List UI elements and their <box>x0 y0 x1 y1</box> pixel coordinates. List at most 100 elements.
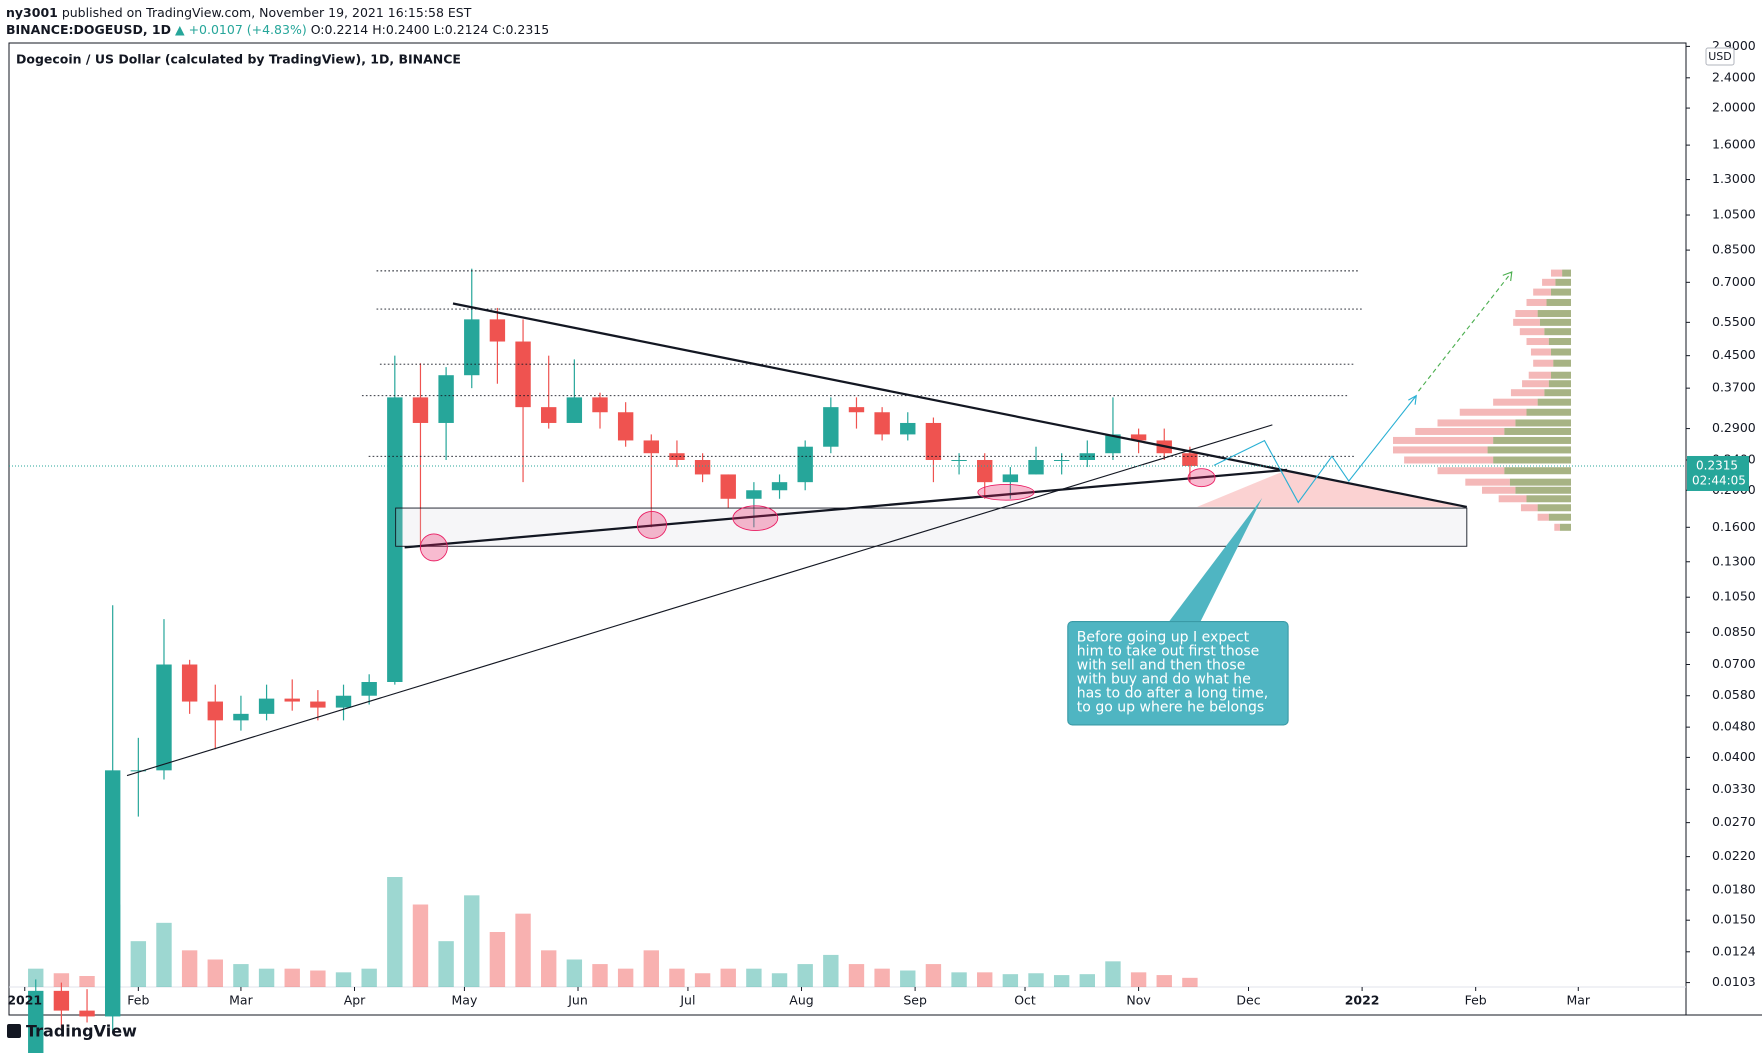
volume-bar <box>335 972 352 987</box>
brand: TradingView <box>26 1022 137 1041</box>
symbol: BINANCE:DOGEUSD, 1D <box>6 22 171 37</box>
candle-body <box>643 440 659 454</box>
x-tick-label: Oct <box>1014 993 1036 1008</box>
volume-bar <box>951 972 967 987</box>
profile-sell <box>1404 456 1494 464</box>
volume-bar <box>412 904 429 987</box>
candle-body <box>156 664 172 771</box>
support-zone <box>395 507 1468 547</box>
profile-buy <box>1537 310 1571 318</box>
profile-sell <box>1530 348 1551 356</box>
volume-bar <box>1053 975 1070 987</box>
volume-bar <box>156 922 172 987</box>
y-tick-label: 0.1300 <box>1712 553 1756 568</box>
profile-buy <box>1544 389 1571 397</box>
profile-buy <box>1548 338 1571 346</box>
profile-sell <box>1393 436 1494 444</box>
callout-line: him to take out first those <box>1077 643 1260 659</box>
profile-buy <box>1526 408 1571 416</box>
candle-body <box>925 422 942 460</box>
profile-sell <box>1542 278 1556 286</box>
x-tick-label: Mar <box>229 993 253 1008</box>
volume-bar <box>79 976 95 987</box>
volume-bar <box>233 964 249 987</box>
candle-body <box>361 681 377 696</box>
y-tick-label: 1.3000 <box>1712 171 1756 186</box>
profile-sell <box>1498 495 1527 503</box>
profile-buy <box>1550 371 1571 379</box>
callout-line: Before going up I expect <box>1077 629 1250 645</box>
header-line: ny3001 published on TradingView.com, Nov… <box>6 5 472 20</box>
volume-bar <box>310 970 326 987</box>
candle-body <box>181 664 198 702</box>
x-tick-label: May <box>452 993 478 1008</box>
candle-body <box>900 422 916 435</box>
y-tick-label: 0.0150 <box>1712 912 1756 927</box>
profile-buy <box>1559 523 1571 531</box>
profile-buy <box>1550 288 1571 296</box>
volume-bar <box>130 941 147 987</box>
candle-body <box>258 698 275 714</box>
volume-bar <box>977 972 993 987</box>
profile-sell <box>1515 310 1538 318</box>
candle-body <box>746 490 762 499</box>
profile-sell <box>1393 446 1488 454</box>
candle-body <box>130 770 147 772</box>
change: ▲ +0.0107 (+4.83%) <box>175 22 307 37</box>
profile-sell <box>1537 513 1549 521</box>
profile-sell <box>1550 269 1563 277</box>
trendline <box>126 424 1273 777</box>
candle-body <box>412 397 429 423</box>
profile-sell <box>1482 486 1516 494</box>
volume-bar <box>566 959 583 987</box>
volume-bar <box>28 968 44 987</box>
levels <box>361 270 1364 457</box>
candle-body <box>797 446 813 483</box>
y-tick-label: 0.0270 <box>1712 814 1756 829</box>
profile-buy <box>1487 446 1571 454</box>
candle-body <box>1105 434 1121 454</box>
profile-buy <box>1526 495 1571 503</box>
volume-bar <box>771 973 788 987</box>
volume-bar <box>1079 974 1096 987</box>
x-tick-label: 2021 <box>7 993 42 1008</box>
target-arrow <box>1418 271 1513 392</box>
profile-buy <box>1515 419 1571 427</box>
volume-bar <box>797 964 813 987</box>
profile-sell <box>1526 338 1549 346</box>
volume-bar <box>284 968 300 987</box>
y-tick-label: 0.0180 <box>1712 881 1756 896</box>
y-tick-label: 0.7000 <box>1712 274 1756 289</box>
profile-sell <box>1437 467 1505 475</box>
profile-sell <box>1513 318 1540 326</box>
callout-line: with sell and then those <box>1077 657 1246 673</box>
highlights <box>419 468 1216 562</box>
x-tick-label: 2022 <box>1345 993 1380 1008</box>
high: H:0.2400 <box>372 22 429 37</box>
candle-body <box>104 770 121 1017</box>
target-arrowhead <box>1502 271 1513 282</box>
countdown-label: 02:44:05 <box>1692 473 1746 487</box>
candle-body <box>53 990 70 1011</box>
profile-sell <box>1493 398 1538 406</box>
footer: TradingView <box>7 1022 137 1041</box>
candle-body <box>848 407 865 413</box>
candle-body <box>977 459 993 483</box>
last-price-label: 0.2315 <box>1696 458 1738 472</box>
candles <box>28 268 1198 1053</box>
profile-sell <box>1522 380 1549 388</box>
volume-bar <box>720 968 736 987</box>
last-price-box <box>1687 455 1749 491</box>
volume-bar <box>541 950 557 987</box>
profile-sell <box>1510 389 1545 397</box>
x-tick-label: Feb <box>127 993 149 1008</box>
candle-body <box>79 1010 95 1017</box>
volume-bar <box>1105 961 1121 987</box>
x-tick-label: Sep <box>903 993 927 1008</box>
profile-buy <box>1504 427 1571 435</box>
volume-bar <box>181 950 198 987</box>
candle-body <box>310 701 326 708</box>
profile-sell <box>1465 478 1510 486</box>
